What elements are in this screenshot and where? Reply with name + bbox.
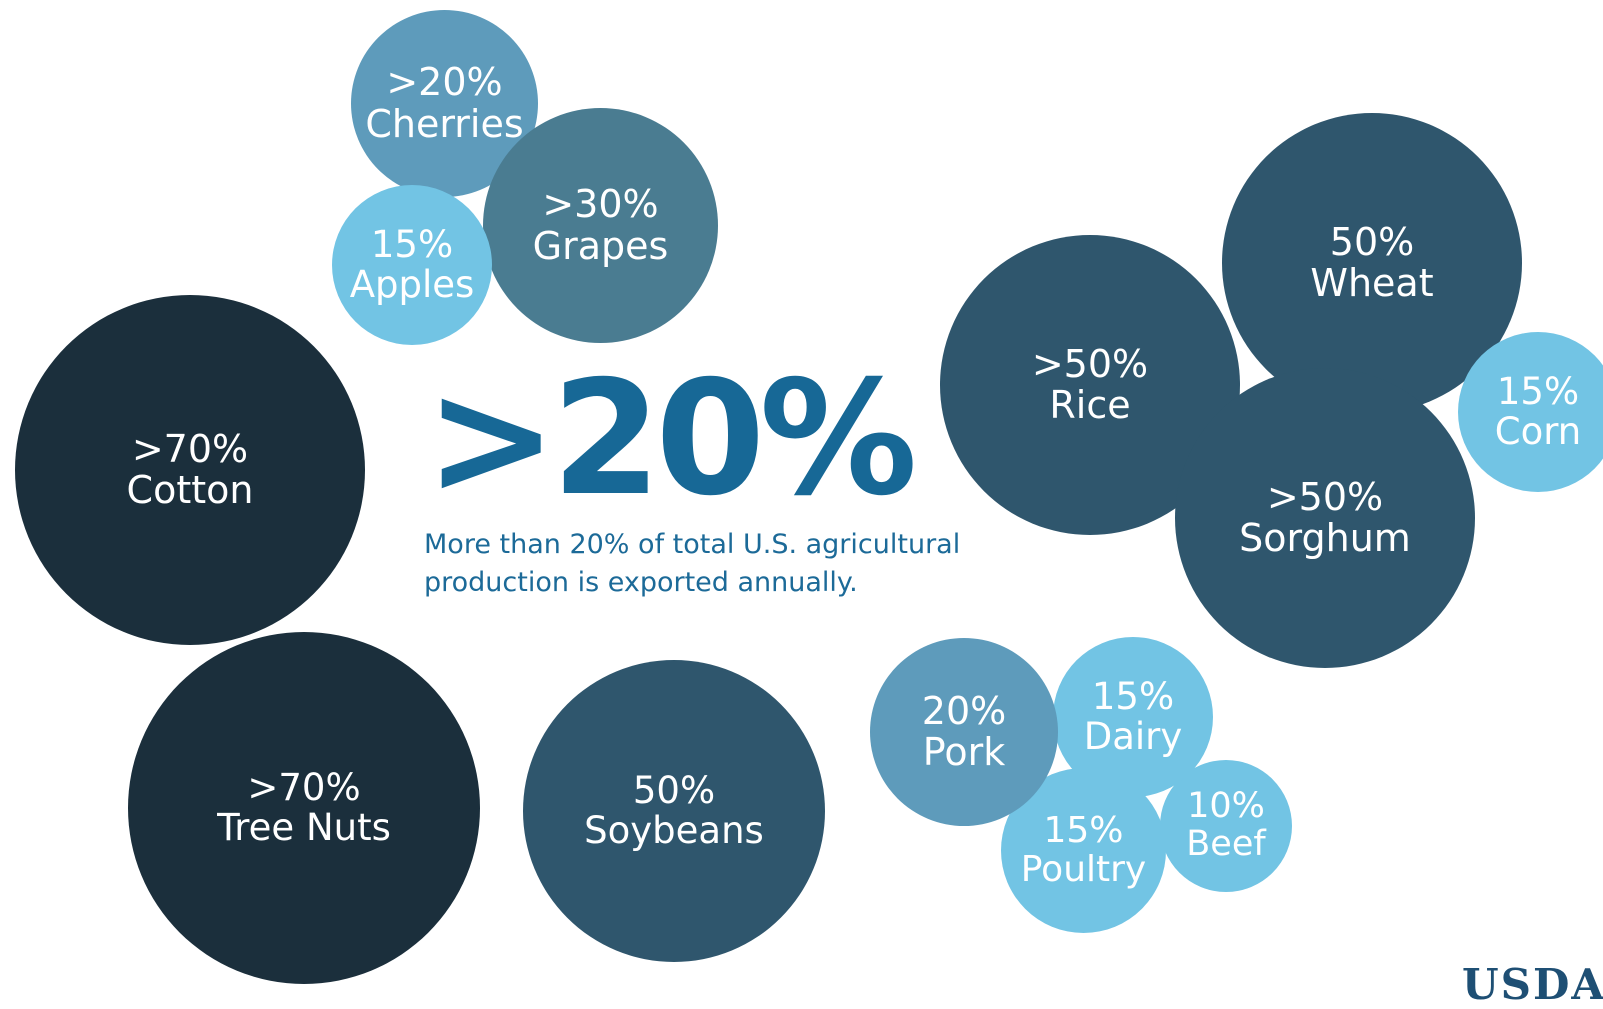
bubble-beef: 10% Beef bbox=[1160, 760, 1292, 892]
bubble-corn: 15% Corn bbox=[1458, 332, 1603, 492]
bubble-label: Grapes bbox=[532, 223, 669, 268]
bubble-percent: 15% bbox=[1091, 675, 1175, 719]
bubble-label: Cotton bbox=[126, 468, 254, 512]
bubble-cotton: >70% Cotton bbox=[15, 295, 365, 645]
bubble-grapes: >30% Grapes bbox=[483, 108, 718, 343]
bubble-label: Wheat bbox=[1310, 261, 1434, 305]
bubble-percent: >20% bbox=[386, 60, 503, 105]
infographic: >20% Cherries >30% Grapes 15% Apples >70… bbox=[15, 10, 1603, 1009]
bubble-apples: 15% Apples bbox=[332, 185, 492, 345]
bubble-percent: 50% bbox=[1329, 219, 1415, 264]
bubble-percent: >50% bbox=[1031, 341, 1149, 386]
bubble-percent: >50% bbox=[1266, 474, 1384, 519]
headline-caption: More than 20% of total U.S. agricultural… bbox=[424, 529, 961, 598]
bubble-cherries: >20% Cherries bbox=[351, 10, 538, 197]
bubble-label: Pork bbox=[922, 730, 1006, 774]
bubble-soybeans: 50% Soybeans bbox=[523, 660, 825, 962]
bubble-percent: >70% bbox=[131, 426, 249, 471]
bubble-label: Dairy bbox=[1083, 715, 1183, 758]
bubble-label: Corn bbox=[1494, 410, 1582, 453]
bubble-label: Rice bbox=[1049, 383, 1131, 427]
bubble-label: Beef bbox=[1186, 824, 1266, 864]
bubble-percent: 10% bbox=[1187, 786, 1265, 827]
bubble-wheat: 50% Wheat bbox=[1222, 113, 1522, 413]
bubble-label: Tree Nuts bbox=[217, 806, 391, 849]
bubble-percent: 15% bbox=[1043, 809, 1124, 851]
bubble-tree-nuts: >70% Tree Nuts bbox=[128, 632, 480, 984]
bubble-label: Cherries bbox=[365, 101, 524, 146]
bubble-sorghum: >50% Sorghum bbox=[1175, 368, 1475, 668]
bubble-percent: 15% bbox=[370, 223, 454, 267]
usda-logo: USDA bbox=[1462, 960, 1603, 1009]
bubble-percent: 15% bbox=[1496, 370, 1580, 414]
bubble-percent: 50% bbox=[632, 769, 716, 813]
bubble-percent: >70% bbox=[247, 766, 361, 810]
bubble-label: Soybeans bbox=[584, 809, 764, 852]
bubble-percent: >30% bbox=[542, 182, 659, 227]
bubble-label: Poultry bbox=[1020, 848, 1147, 890]
headline-value: >20% bbox=[425, 347, 918, 531]
bubble-pork: 20% Pork bbox=[870, 638, 1058, 826]
bubble-percent: 20% bbox=[921, 688, 1007, 733]
bubble-label: Apples bbox=[349, 263, 475, 306]
bubble-label: Sorghum bbox=[1239, 516, 1411, 560]
